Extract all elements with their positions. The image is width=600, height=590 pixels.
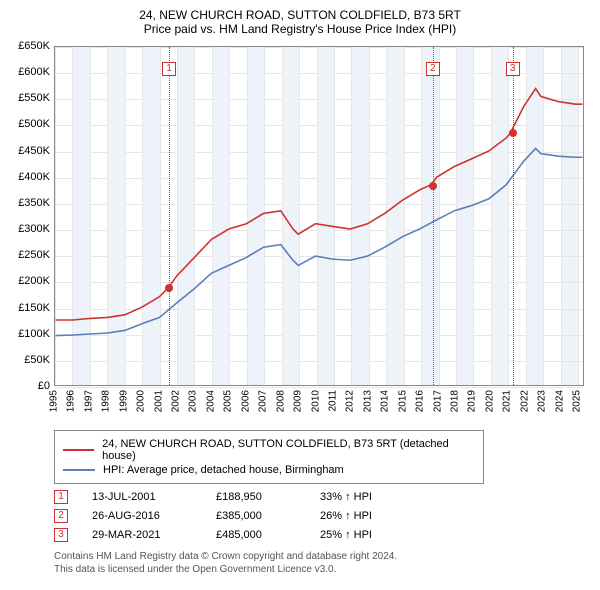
ytick-label: £500K (6, 118, 50, 130)
marker-dot (509, 129, 517, 137)
ytick-label: £100K (6, 328, 50, 340)
sale-pct: 26% ↑ HPI (320, 510, 410, 522)
series-property (56, 89, 583, 320)
chart-lines (55, 47, 583, 385)
marker-line (433, 47, 434, 385)
marker-line (169, 47, 170, 385)
xtick-label: 2019 (467, 390, 478, 412)
xtick-label: 2025 (572, 390, 583, 412)
legend-swatch (63, 469, 95, 471)
footer-attribution: Contains HM Land Registry data © Crown c… (54, 550, 574, 576)
series-hpi (56, 148, 583, 335)
sale-marker: 1 (54, 490, 68, 504)
ytick-label: £250K (6, 249, 50, 261)
legend-label: 24, NEW CHURCH ROAD, SUTTON COLDFIELD, B… (102, 438, 475, 462)
xtick-label: 2024 (554, 390, 565, 412)
xtick-label: 2005 (223, 390, 234, 412)
xtick-label: 2023 (537, 390, 548, 412)
ytick-label: £350K (6, 197, 50, 209)
sale-price: £385,000 (216, 510, 296, 522)
xtick-label: 2001 (153, 390, 164, 412)
sale-pct: 25% ↑ HPI (320, 529, 410, 541)
xtick-label: 2022 (519, 390, 530, 412)
sale-row: 3 29-MAR-2021 £485,000 25% ↑ HPI (54, 528, 594, 542)
xtick-label: 2004 (205, 390, 216, 412)
marker-box: 3 (506, 62, 520, 76)
ytick-label: £150K (6, 302, 50, 314)
xtick-label: 1998 (101, 390, 112, 412)
xtick-label: 1996 (66, 390, 77, 412)
xtick-label: 2017 (432, 390, 443, 412)
ytick-label: £50K (6, 354, 50, 366)
xtick-label: 2008 (275, 390, 286, 412)
xtick-label: 2021 (502, 390, 513, 412)
sale-row: 1 13-JUL-2001 £188,950 33% ↑ HPI (54, 490, 594, 504)
legend-row: 24, NEW CHURCH ROAD, SUTTON COLDFIELD, B… (63, 438, 475, 462)
xtick-label: 2009 (293, 390, 304, 412)
xtick-label: 2016 (415, 390, 426, 412)
ytick-label: £200K (6, 275, 50, 287)
marker-box: 1 (162, 62, 176, 76)
sale-price: £188,950 (216, 491, 296, 503)
chart-area: 1 2 3 1995 1996 1997 1998 1999 2000 2001 2002 2003… (6, 40, 594, 420)
marker-dot (165, 284, 173, 292)
xtick-label: 2006 (240, 390, 251, 412)
chart-container: 24, NEW CHURCH ROAD, SUTTON COLDFIELD, B… (0, 0, 600, 580)
footer-line-2: This data is licensed under the Open Gov… (54, 563, 574, 576)
marker-line (513, 47, 514, 385)
hgrid-line (55, 387, 583, 388)
title-block: 24, NEW CHURCH ROAD, SUTTON COLDFIELD, B… (6, 8, 594, 36)
sale-date: 26-AUG-2016 (92, 510, 192, 522)
xtick-label: 2018 (449, 390, 460, 412)
ytick-label: £400K (6, 171, 50, 183)
sale-price: £485,000 (216, 529, 296, 541)
xtick-label: 2013 (362, 390, 373, 412)
chart-title: 24, NEW CHURCH ROAD, SUTTON COLDFIELD, B… (6, 8, 594, 22)
xtick-label: 2015 (397, 390, 408, 412)
ytick-label: £0 (6, 380, 50, 392)
ytick-label: £300K (6, 223, 50, 235)
xtick-label: 2012 (345, 390, 356, 412)
xtick-label: 1997 (83, 390, 94, 412)
marker-dot (429, 182, 437, 190)
xtick-label: 1999 (118, 390, 129, 412)
sale-marker: 2 (54, 509, 68, 523)
marker-box: 2 (426, 62, 440, 76)
xtick-label: 2007 (258, 390, 269, 412)
sale-pct: 33% ↑ HPI (320, 491, 410, 503)
sale-row: 2 26-AUG-2016 £385,000 26% ↑ HPI (54, 509, 594, 523)
xtick-label: 1995 (49, 390, 60, 412)
ytick-label: £650K (6, 40, 50, 52)
xtick-label: 2011 (327, 390, 338, 412)
ytick-label: £600K (6, 66, 50, 78)
sale-date: 13-JUL-2001 (92, 491, 192, 503)
ytick-label: £550K (6, 92, 50, 104)
xtick-label: 2014 (380, 390, 391, 412)
xtick-label: 2010 (310, 390, 321, 412)
xtick-label: 2003 (188, 390, 199, 412)
sales-table: 1 13-JUL-2001 £188,950 33% ↑ HPI 2 26-AUG-201… (54, 490, 594, 542)
legend-label: HPI: Average price, detached house, Birm… (103, 464, 344, 476)
legend-row: HPI: Average price, detached house, Birm… (63, 464, 475, 476)
legend-swatch (63, 449, 94, 451)
footer-line-1: Contains HM Land Registry data © Crown c… (54, 550, 574, 563)
xtick-label: 2020 (484, 390, 495, 412)
ytick-label: £450K (6, 145, 50, 157)
chart-subtitle: Price paid vs. HM Land Registry's House … (6, 22, 594, 36)
plot-region: 1 2 3 (54, 46, 584, 386)
sale-marker: 3 (54, 528, 68, 542)
xtick-label: 2002 (171, 390, 182, 412)
xtick-label: 2000 (136, 390, 147, 412)
legend: 24, NEW CHURCH ROAD, SUTTON COLDFIELD, B… (54, 430, 484, 484)
sale-date: 29-MAR-2021 (92, 529, 192, 541)
